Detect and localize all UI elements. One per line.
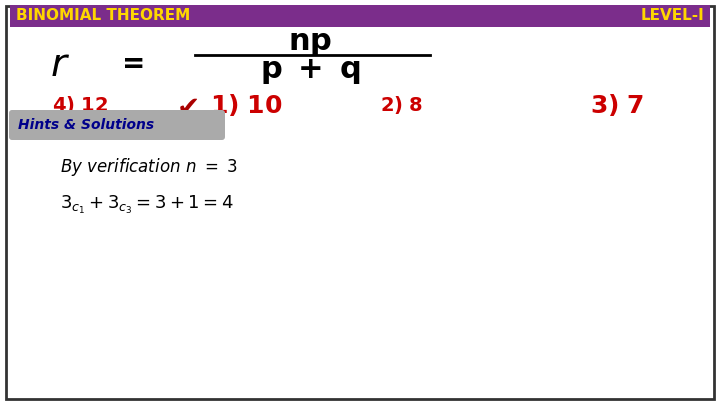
FancyBboxPatch shape (9, 110, 225, 140)
Text: $\mathbf{\mathit{r}}$: $\mathbf{\mathit{r}}$ (50, 46, 70, 84)
FancyBboxPatch shape (6, 6, 714, 399)
Text: LEVEL-I: LEVEL-I (640, 9, 704, 23)
Text: $\mathit{By\ verification\ n\ =\ 3}$: $\mathit{By\ verification\ n\ =\ 3}$ (60, 156, 238, 178)
Text: $3_{c_1}+3_{c_3}=3+1=4$: $3_{c_1}+3_{c_3}=3+1=4$ (60, 194, 234, 216)
Text: $\mathbf{3)\ 7}$: $\mathbf{3)\ 7}$ (590, 92, 644, 118)
Text: Hints & Solutions: Hints & Solutions (18, 118, 154, 132)
Text: $\mathbf{1)\ 10}$: $\mathbf{1)\ 10}$ (210, 92, 282, 118)
Text: $\mathbf{np}$: $\mathbf{np}$ (288, 28, 332, 58)
Text: $\mathbf{4)\ 12}$: $\mathbf{4)\ 12}$ (52, 94, 108, 116)
Text: $\mathbf{=}$: $\mathbf{=}$ (116, 48, 144, 76)
Text: BINOMIAL THEOREM: BINOMIAL THEOREM (16, 9, 190, 23)
FancyBboxPatch shape (10, 5, 710, 27)
Text: ✔: ✔ (176, 94, 199, 122)
Text: $\mathbf{2)\ 8}$: $\mathbf{2)\ 8}$ (380, 94, 423, 116)
Text: $\mathbf{p\ +\ q}$: $\mathbf{p\ +\ q}$ (260, 57, 360, 85)
